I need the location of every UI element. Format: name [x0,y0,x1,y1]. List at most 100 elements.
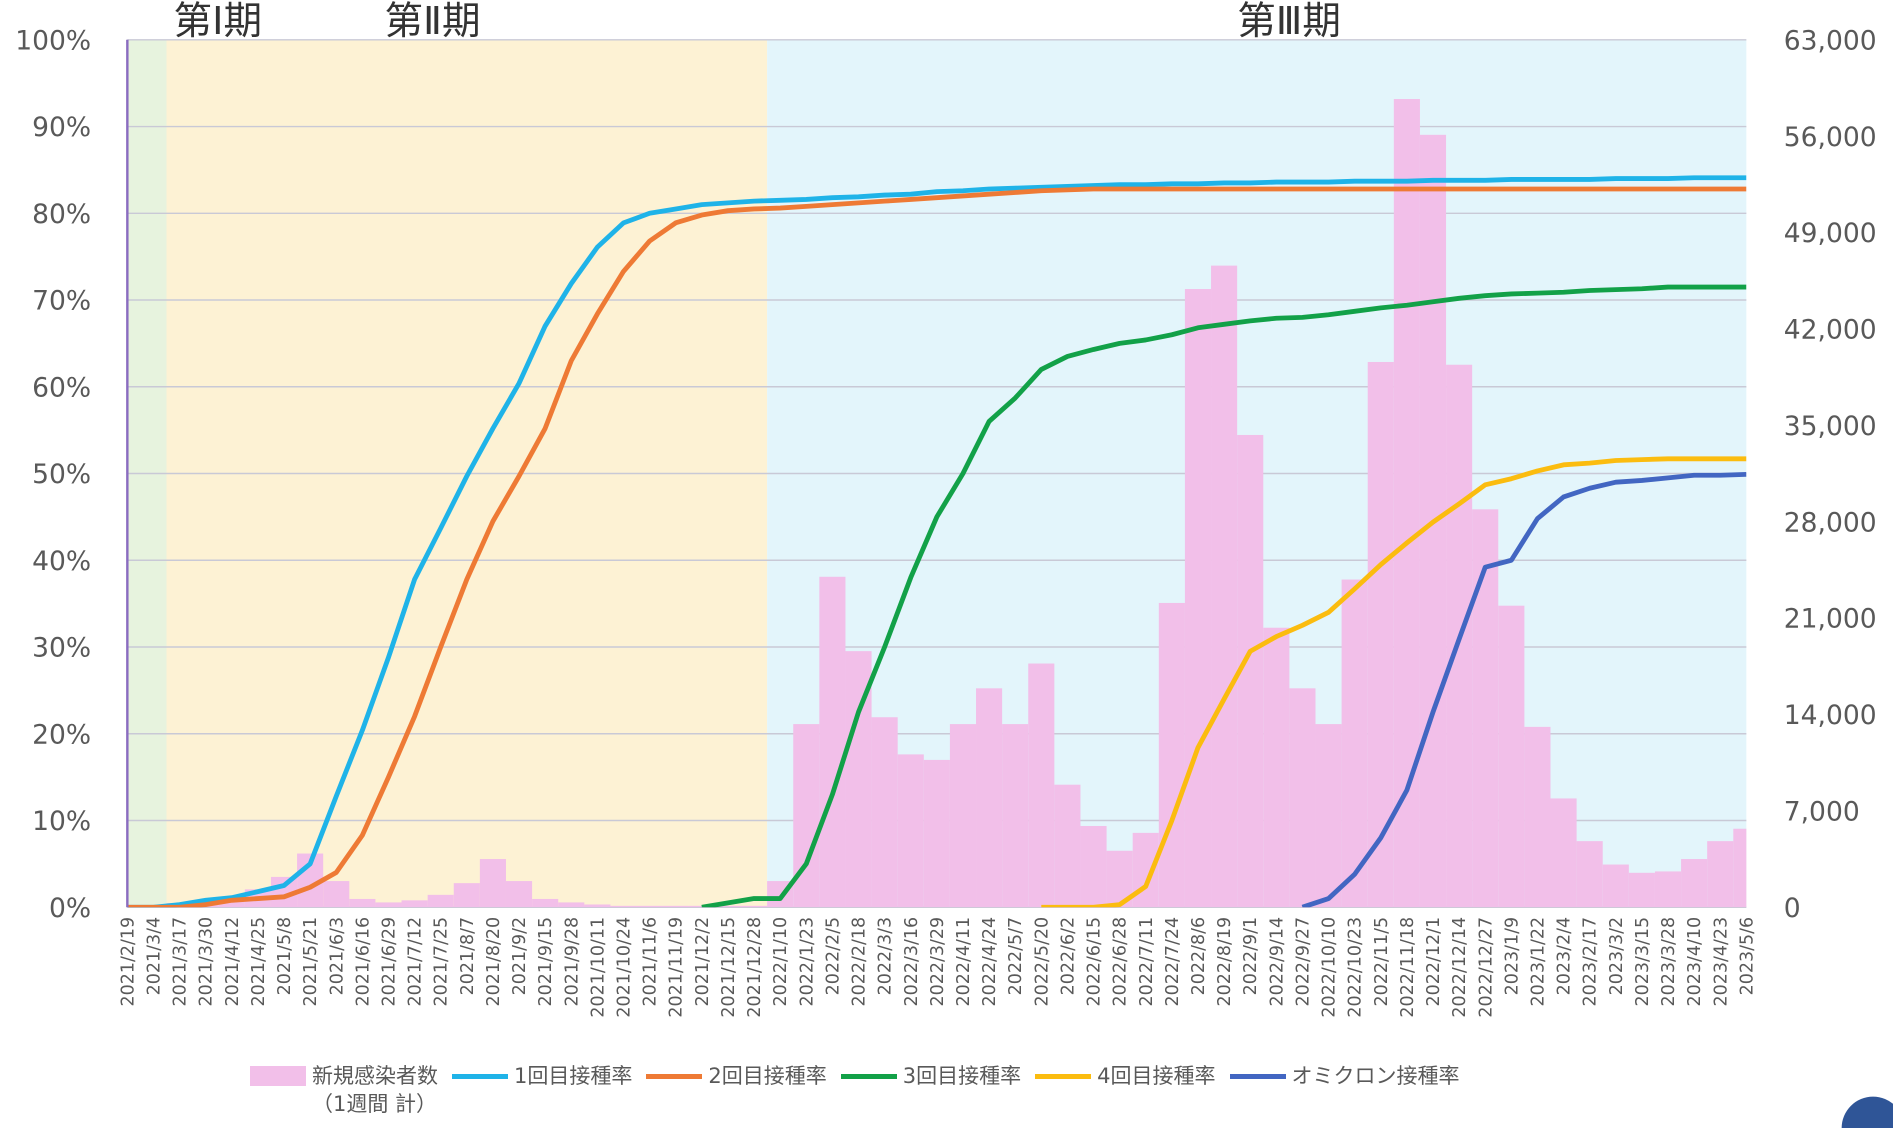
x-tick-label: 2021/9/2 [510,917,530,996]
legend-item: 4回目接種率 [1035,1062,1216,1090]
legend-label: 1回目接種率 [514,1064,633,1088]
bar [532,898,559,908]
legend-swatch [840,1074,897,1079]
x-tick-label: 2021/10/11 [588,917,608,1018]
bar [1707,841,1734,908]
y2-tick-label: 56,000 [1784,122,1877,153]
x-tick-label: 2022/3/3 [876,917,896,996]
x-tick-label: 2021/9/15 [536,917,556,1007]
x-tick-label: 2021/6/16 [353,917,373,1007]
bar [1367,361,1394,908]
bar [1681,859,1708,908]
corner-button[interactable] [1841,1096,1893,1132]
bar [584,904,611,908]
bar [323,881,350,908]
y2-tick-label: 35,000 [1784,411,1877,442]
x-tick-label: 2022/11/5 [1372,917,1392,1007]
bar [636,905,663,908]
y2-tick-label: 21,000 [1784,604,1877,635]
x-tick-label: 2023/2/17 [1581,917,1601,1007]
bar [1211,265,1238,908]
x-tick-label: 2021/4/12 [223,917,243,1007]
bar [976,688,1003,908]
bar [401,900,428,908]
x-tick-label: 2022/6/15 [1085,917,1105,1007]
x-tick-label: 2021/11/6 [641,917,661,1007]
x-tick-label: 2022/5/20 [1032,917,1052,1007]
x-tick-label: 2023/3/28 [1659,917,1679,1007]
x-tick-label: 2022/12/1 [1424,917,1444,1007]
x-tick-label: 2022/7/24 [1163,917,1183,1007]
y2-tick-label: 49,000 [1784,218,1877,249]
x-tick-label: 2023/1/9 [1502,917,1522,996]
legend: 新規感染者数 （1週間 計） 1回目接種率 2回目接種率 3回目接種率 4回目接種率 オミ… [250,1062,1630,1128]
legend-label: 4回目接種率 [1097,1064,1216,1088]
y-tick-label: 50% [32,459,91,490]
x-tick-label: 2022/11/18 [1398,917,1418,1018]
bar [741,905,768,908]
x-tick-label: 2022/10/23 [1346,917,1366,1018]
x-tick-label: 2023/5/6 [1737,917,1757,996]
bar [1498,605,1525,908]
bar [1602,864,1629,908]
line [1041,456,1747,908]
bar [1263,627,1290,908]
bar [1028,663,1055,908]
x-tick-label: 2021/5/21 [301,917,321,1007]
bar [1393,99,1420,908]
x-tick-label: 2023/1/22 [1528,917,1548,1007]
period-label: 第Ⅱ期 [384,0,480,44]
x-tick-label: 2021/6/3 [327,917,347,996]
x-tick-label: 2021/4/25 [249,917,269,1007]
x-tick-label: 2022/12/27 [1476,917,1496,1018]
x-tick-label: 2021/3/17 [171,917,191,1007]
bar [453,883,480,908]
line [1301,471,1747,908]
y-tick-label: 20% [32,719,91,750]
legend-label: 2回目接種率 [708,1064,827,1088]
bar [1576,841,1603,908]
x-tick-label: 2021/6/29 [380,917,400,1007]
x-tick-label: 2023/2/4 [1555,917,1575,996]
bar [349,898,376,908]
bar [897,754,924,908]
x-tick-label: 2022/9/1 [1241,917,1261,996]
bar [1628,872,1655,908]
x-tick-label: 2021/2/19 [118,917,138,1007]
x-tick-label: 2021/9/28 [562,917,582,1007]
x-tick-label: 2021/3/4 [144,917,164,996]
bar [1054,784,1081,908]
x-tick-label: 2021/8/7 [458,917,478,996]
line [701,284,1747,908]
bar [505,881,533,908]
bar [662,905,689,908]
x-tick-label: 2022/6/2 [1058,917,1078,996]
bar [1524,726,1551,908]
x-tick-label: 2022/9/27 [1293,917,1313,1007]
legend-label: オミクロン接種率 [1291,1064,1460,1088]
y2-tick-label: 14,000 [1784,700,1877,731]
x-tick-label: 2021/5/8 [275,917,295,996]
legend-item: 3回目接種率 [840,1062,1021,1090]
bar [1654,871,1682,908]
x-tick-label: 2021/12/2 [693,917,713,1007]
bar [714,905,742,908]
x-tick-label: 2022/5/7 [1006,917,1026,996]
y-tick-label: 80% [32,199,91,230]
x-tick-label: 2022/4/11 [954,917,974,1007]
x-tick-label: 2023/4/23 [1711,917,1731,1007]
x-tick-label: 2021/12/28 [745,917,765,1018]
bar [1158,602,1185,908]
bar [1289,688,1316,908]
x-tick-label: 2022/2/18 [850,917,870,1007]
bar [1733,828,1747,908]
x-tick-label: 2021/10/24 [615,917,635,1018]
x-tick-label: 2022/12/14 [1450,917,1470,1018]
x-tick-label: 2021/8/20 [484,917,504,1007]
x-tick-label: 2021/11/19 [667,917,687,1018]
legend-swatch [646,1074,703,1079]
period-label: 第Ⅲ期 [1237,0,1341,44]
x-tick-label: 2022/9/14 [1267,917,1287,1007]
